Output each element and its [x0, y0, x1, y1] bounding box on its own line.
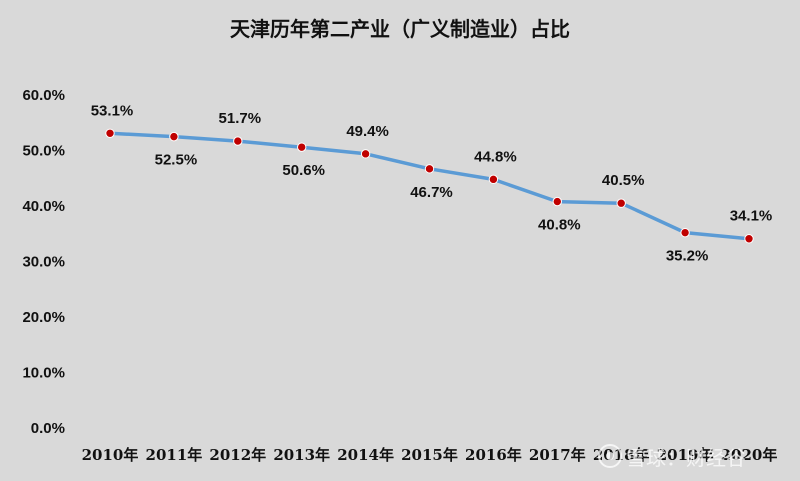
y-tick-label: 0.0%: [31, 420, 65, 437]
data-label: 52.5%: [155, 152, 198, 169]
snowball-icon: [598, 444, 622, 468]
watermark: 雪球：财经谷: [598, 444, 746, 470]
data-point: [105, 128, 115, 138]
x-tick-label: 2016年: [465, 446, 522, 464]
x-tick-label: 2012年: [209, 446, 266, 464]
data-point: [680, 227, 690, 238]
data-label: 44.8%: [474, 148, 517, 165]
data-label: 50.6%: [282, 162, 325, 179]
y-tick-label: 50.0%: [22, 143, 65, 160]
series-group: [105, 128, 754, 244]
x-tick-label: 2017年: [529, 446, 586, 464]
y-tick-label: 20.0%: [22, 309, 65, 326]
chart-title: 天津历年第二产业（广义制造业）占比: [230, 17, 570, 41]
x-tick-label: 2011年: [146, 446, 203, 464]
data-label: 40.8%: [538, 217, 581, 234]
x-axis: 2010年 2011年 2012年 2013年 2014年 2015年 2016年 2017年…: [82, 446, 778, 464]
data-label: 40.5%: [602, 172, 645, 189]
data-point: [616, 198, 626, 208]
data-label: 49.4%: [346, 123, 389, 140]
data-point: [488, 174, 499, 185]
data-point: [297, 142, 307, 152]
x-tick-label: 2020年: [721, 446, 778, 464]
watermark-text: 雪球：财经谷: [626, 446, 746, 470]
data-point: [744, 234, 754, 244]
x-tick-label: 2013年: [273, 446, 330, 464]
data-labels-group: 53.1% 52.5% 51.7% 50.6% 49.4% 46.7% 44.8% 40.8%…: [91, 102, 773, 264]
x-tick-label: 2010年: [82, 446, 139, 464]
x-tick-label: 2014年: [337, 446, 394, 464]
y-axis: 0.0% 10.0% 20.0% 30.0% 40.0% 50.0% 60.0%: [22, 87, 65, 437]
y-tick-label: 60.0%: [22, 87, 65, 104]
y-tick-label: 40.0%: [22, 198, 65, 215]
data-point: [424, 164, 435, 174]
x-tick-label: 2019年: [657, 446, 714, 464]
data-point: [552, 196, 562, 207]
data-label: 35.2%: [666, 248, 709, 265]
y-tick-label: 10.0%: [22, 365, 65, 382]
x-tick-label: 2015年: [401, 446, 458, 464]
data-label: 46.7%: [410, 184, 453, 201]
data-point: [233, 136, 243, 146]
data-point: [169, 131, 179, 142]
y-tick-label: 30.0%: [22, 254, 65, 271]
data-label: 51.7%: [219, 110, 262, 127]
data-label: 53.1%: [91, 102, 134, 119]
data-label: 34.1%: [730, 208, 773, 225]
data-point: [360, 149, 371, 159]
